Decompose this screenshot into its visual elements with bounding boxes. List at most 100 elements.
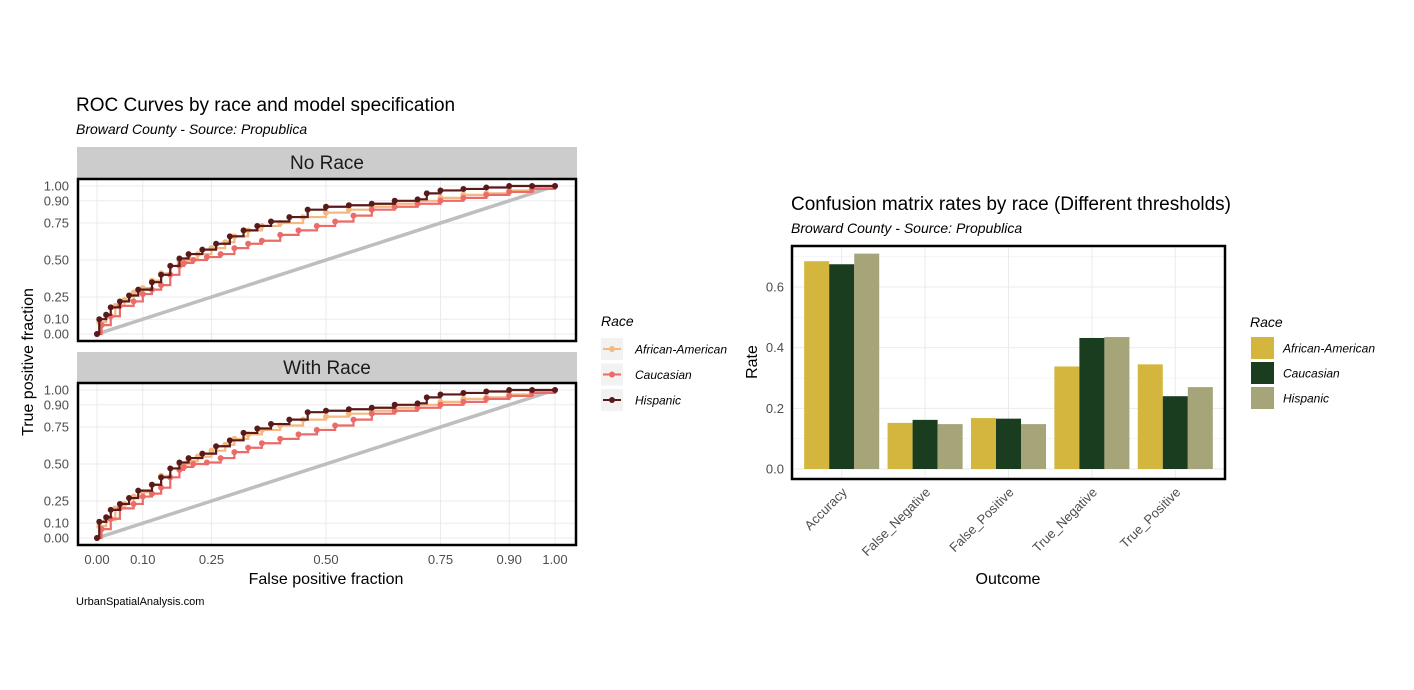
roc-point: [506, 392, 513, 399]
roc-point: [126, 495, 133, 502]
roc-point: [116, 500, 123, 507]
bar-hispanic-true_positive: [1187, 387, 1213, 469]
roc-point: [135, 487, 142, 494]
roc-y-tick-label: 0.25: [44, 494, 69, 509]
roc-point: [345, 206, 352, 213]
roc-y-tick-label: 0.75: [44, 216, 69, 231]
roc-point: [483, 395, 490, 402]
bar-legend-swatch: [1251, 337, 1274, 359]
bar-african-american-accuracy: [804, 261, 830, 469]
roc-y-tick-label: 1.00: [44, 383, 69, 398]
roc-point: [203, 459, 210, 466]
roc-point: [323, 407, 329, 414]
roc-point: [158, 484, 165, 491]
roc-reference-diagonal: [96, 388, 556, 540]
roc-x-tick-label: 0.00: [84, 552, 109, 567]
roc-point: [304, 409, 311, 416]
roc-point: [304, 206, 311, 213]
roc-point: [529, 183, 536, 189]
roc-point: [332, 422, 339, 429]
roc-point: [254, 222, 261, 229]
roc-series-hispanic: [94, 183, 558, 337]
bar-legend-entry: African-American: [1282, 342, 1375, 356]
roc-point: [96, 518, 103, 525]
roc-point: [181, 259, 188, 266]
bar-y-tick-label: 0.0: [766, 462, 784, 477]
roc-legend: Race African-American Caucasian Hispanic: [601, 313, 727, 411]
roc-point: [437, 197, 444, 204]
roc-point: [483, 191, 490, 198]
bar-legend: Race African-American Caucasian Hispanic: [1250, 314, 1375, 409]
roc-point: [231, 245, 238, 252]
roc-point: [254, 425, 261, 432]
facet-strip-label: With Race: [283, 358, 371, 379]
roc-point: [350, 416, 357, 423]
roc-point: [437, 187, 444, 194]
bar-y-tick-label: 0.4: [766, 340, 784, 355]
roc-point: [167, 465, 174, 472]
roc-point: [190, 257, 197, 263]
footer-caption: UrbanSpatialAnalysis.com: [76, 596, 204, 608]
roc-point: [332, 218, 339, 225]
bar-x-axis-label: Outcome: [976, 571, 1041, 588]
bar-african-american-false_positive: [970, 418, 996, 469]
roc-y-tick-label: 0.75: [44, 420, 69, 435]
roc-point: [185, 251, 192, 258]
roc-point: [190, 461, 197, 467]
bar-x-tick-label: True_Negative: [1029, 485, 1100, 556]
roc-point: [130, 500, 137, 507]
bar-hispanic-accuracy: [854, 253, 880, 469]
roc-point: [103, 514, 110, 521]
roc-point: [506, 188, 513, 195]
roc-facet-1: With Race 0.000.10 0.25 0.50 0.75 0.901.00: [44, 352, 578, 547]
roc-point: [391, 197, 398, 204]
roc-point: [130, 289, 137, 296]
roc-point: [414, 196, 421, 203]
roc-legend-key-point: [609, 397, 615, 403]
bar-hispanic-false_positive: [1021, 424, 1047, 469]
roc-point: [345, 202, 352, 209]
roc-point: [217, 251, 224, 258]
roc-point: [107, 304, 114, 311]
roc-point: [226, 233, 233, 240]
bar-caucasian-true_positive: [1162, 396, 1188, 469]
bar-legend-entry: Hispanic: [1283, 392, 1329, 406]
roc-point: [176, 459, 183, 466]
roc-point: [103, 311, 110, 318]
roc-point: [107, 506, 114, 513]
roc-x-tick-label: 0.50: [313, 552, 338, 567]
roc-legend-entry: African-American: [634, 343, 727, 357]
roc-legend-title: Race: [601, 313, 634, 329]
bar-y-tick-label: 0.2: [766, 401, 784, 416]
roc-legend-key-point: [609, 346, 615, 352]
roc-point: [437, 401, 444, 408]
roc-point: [368, 410, 375, 417]
bar-caucasian-false_positive: [995, 418, 1022, 469]
roc-point: [240, 429, 247, 436]
roc-point: [268, 218, 275, 225]
roc-point: [258, 440, 265, 447]
bar-caucasian-true_negative: [1079, 337, 1105, 469]
roc-point: [139, 291, 146, 298]
roc-point: [423, 394, 430, 401]
roc-legend-key-point: [609, 371, 615, 378]
bar-x-tick-label: True_Positive: [1117, 485, 1183, 551]
facet-strip-label: No Race: [290, 153, 364, 174]
roc-point: [313, 222, 320, 229]
roc-point: [203, 254, 210, 261]
roc-point: [167, 262, 174, 269]
roc-x-tick-label: 0.25: [199, 552, 224, 567]
roc-point: [217, 455, 224, 462]
roc-point: [295, 227, 302, 234]
roc-point: [368, 206, 375, 213]
bar-legend-swatch: [1251, 362, 1274, 384]
roc-point: [139, 493, 146, 500]
roc-point: [245, 444, 252, 451]
roc-point: [460, 398, 467, 405]
roc-point: [208, 447, 215, 454]
roc-point: [96, 316, 103, 323]
roc-x-tick-label: 0.10: [130, 552, 155, 567]
roc-y-tick-label: 0.90: [44, 397, 69, 412]
roc-point: [130, 298, 137, 305]
